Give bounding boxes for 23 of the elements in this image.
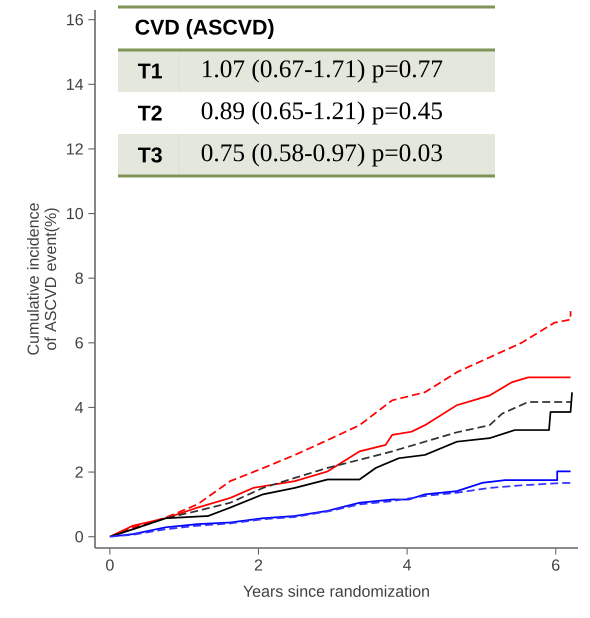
y-tick-label: 4 [75,402,84,413]
x-tick-label: 2 [254,559,262,571]
y-tick-label: 10 [67,208,84,220]
x-tick-label: 6 [552,559,560,571]
y-tick-label: 6 [76,337,83,348]
y-tick-label: 16 [67,14,83,26]
y-tick-label: 14 [67,78,84,90]
annotation: 0.75 (0.58-0.97) p=0.03 [202,144,442,166]
y-tick-label: 2 [76,466,83,478]
y-axis-title: Cumulative incidence of ASCVD event(%) [27,203,60,355]
x-tick-label: 4 [403,559,412,570]
y-tick-label: 0 [75,531,84,542]
annotation: CVD (ASCVD) [136,19,274,39]
annotation: T1 [138,64,162,78]
annotation: T3 [138,147,162,163]
annotation: T2 [138,106,162,120]
y-tick-label: 12 [67,143,83,155]
x-tick-label: 0 [106,559,114,571]
annotation: 0.89 (0.65-1.21) p=0.45 [202,102,442,124]
annotation: 1.07 (0.67-1.71) p=0.77 [202,60,442,82]
y-tick-label: 8 [75,272,83,284]
x-axis-title: Years since randomization [243,585,429,597]
line-series [108,482,572,538]
